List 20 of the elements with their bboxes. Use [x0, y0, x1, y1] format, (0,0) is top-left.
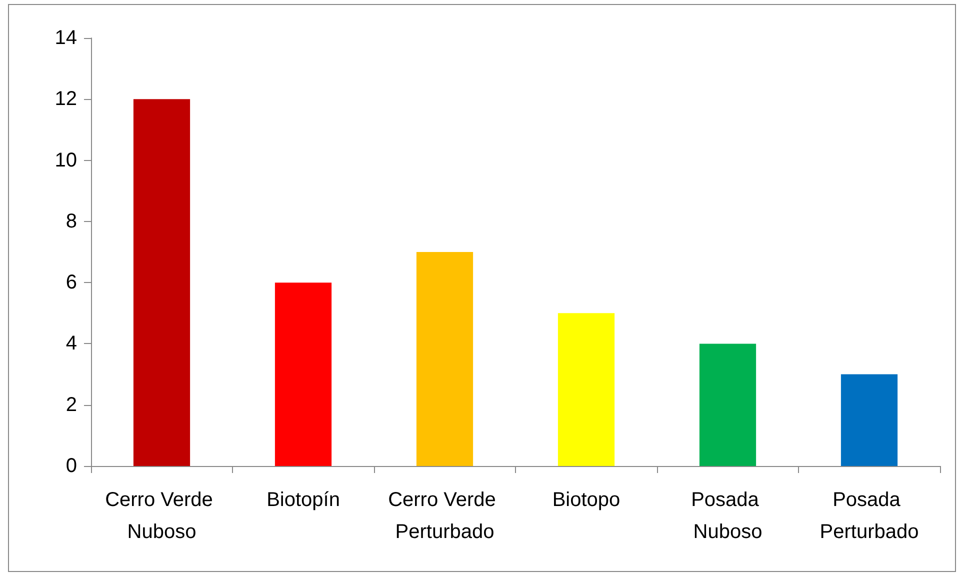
x-tick-label: Biotopo — [552, 489, 620, 511]
x-tick-label: Cerro Verde Perturbado — [388, 489, 502, 543]
x-tick-label: Posada Perturbado — [820, 489, 919, 543]
y-tick-label: 4 — [66, 332, 77, 355]
bar — [558, 313, 615, 466]
bar — [274, 282, 332, 466]
y-tick-label: 2 — [66, 394, 77, 416]
y-tick-label: 8 — [66, 210, 77, 232]
y-tick-label: 6 — [66, 272, 77, 294]
x-tick-label: Posada Nuboso — [691, 489, 764, 543]
bar — [133, 99, 190, 466]
y-tick-label: 10 — [54, 149, 77, 172]
bar — [699, 344, 756, 466]
bar — [840, 374, 898, 466]
y-tick-label: 14 — [54, 27, 77, 49]
bar — [416, 252, 474, 466]
y-tick-label: 12 — [54, 88, 77, 110]
x-tick-label: Biotopín — [266, 489, 340, 511]
x-tick-label: Cerro Verde Nuboso — [105, 489, 218, 543]
y-tick-label: 0 — [66, 455, 77, 477]
